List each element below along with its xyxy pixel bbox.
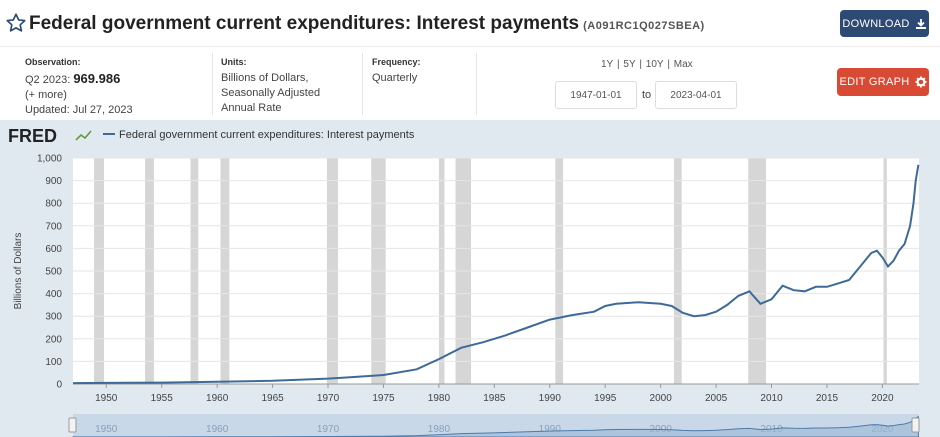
x-tick-label: 1975 (372, 393, 395, 404)
to-label: to (642, 89, 652, 101)
range-1y[interactable]: 1Y (601, 59, 614, 70)
observation-block: Observation: Q2 2023: 969.986 (+ more) U… (25, 55, 133, 118)
x-tick-label: 1990 (539, 393, 562, 404)
gridlines (73, 157, 919, 385)
navigator-handle-right[interactable] (911, 417, 920, 433)
page-header: Federal government current expenditures:… (0, 0, 940, 46)
series-title: Federal government current expenditures:… (29, 13, 580, 34)
navigator-tick-label: 1970 (317, 424, 340, 435)
navigator-handle-left[interactable] (68, 417, 77, 433)
navigator-tick-label: 1950 (95, 424, 118, 435)
units-line2: Seasonally Adjusted (221, 87, 321, 99)
x-tick-label: 1960 (206, 393, 229, 404)
legend-label: Federal government current expenditures:… (119, 129, 415, 141)
range-selector: 1Y | 5Y | 10Y | Max (601, 59, 693, 70)
y-tick-label: 300 (45, 312, 62, 323)
y-tick-label: 400 (45, 289, 62, 300)
fred-logo-text: FRED (8, 126, 57, 146)
more-link[interactable]: (+ more) (25, 89, 67, 101)
y-tick-label: 200 (45, 334, 62, 345)
x-tick-label: 2005 (705, 393, 728, 404)
x-tick-label: 2015 (816, 393, 839, 404)
frequency-block: Frequency: Quarterly (372, 55, 421, 86)
units-block: Units: Billions of Dollars, Seasonally A… (221, 55, 320, 116)
units-label: Units: (221, 57, 247, 67)
series-line (72, 164, 920, 385)
observation-period: Q2 2023: (25, 74, 71, 86)
range-max[interactable]: Max (673, 59, 693, 70)
edit-graph-label: EDIT GRAPH (839, 76, 910, 88)
x-tick-label: 1980 (428, 393, 451, 404)
fred-logo-icon (75, 130, 92, 141)
end-date-input[interactable]: 2023-04-01 (655, 81, 737, 109)
frequency-value: Quarterly (372, 72, 418, 84)
download-icon (915, 18, 926, 29)
y-axis-label: Billions of Dollars (13, 233, 24, 310)
range-5y[interactable]: 5Y (623, 59, 636, 70)
x-tick-label: 2000 (650, 393, 673, 404)
edit-graph-button[interactable]: EDIT GRAPH (837, 68, 929, 96)
x-tick-label: 1950 (95, 393, 118, 404)
units-line1: Billions of Dollars, (221, 72, 309, 84)
y-tick-label: 500 (45, 267, 62, 278)
navigator-tick-label: 1960 (206, 424, 229, 435)
line-chart: FRED Federal government current expendit… (8, 126, 920, 437)
y-tick-label: 0 (56, 380, 62, 391)
divider (476, 53, 477, 115)
x-tick-label: 1985 (483, 393, 506, 404)
navigator-series (72, 415, 919, 437)
gear-icon (915, 76, 927, 88)
y-tick-label: 1,000 (37, 154, 62, 165)
observation-value: 969.986 (73, 71, 121, 86)
navigator-tick-label: 1990 (539, 424, 562, 435)
x-tick-label: 2020 (871, 393, 894, 404)
y-axis: 0 100 200 300 400 500 600 700 800 900 1,000 (37, 154, 62, 391)
divider (212, 53, 213, 115)
x-axis: 1950 1955 1960 1965 1970 1975 1980 1985 1990 1995… (95, 384, 894, 404)
series-id: (A091RC1Q027SBEA) (583, 20, 705, 32)
units-line3: Annual Rate (221, 102, 282, 114)
y-tick-label: 700 (45, 221, 62, 232)
navigator-tick-label: 1980 (428, 424, 451, 435)
y-tick-label: 900 (45, 176, 62, 187)
updated-text: Updated: Jul 27, 2023 (25, 104, 133, 116)
x-tick-label: 2010 (760, 393, 783, 404)
download-button[interactable]: DOWNLOAD (840, 10, 929, 37)
y-tick-label: 800 (45, 199, 62, 210)
series-metadata: Observation: Q2 2023: 969.986 (+ more) U… (0, 46, 940, 120)
frequency-label: Frequency: (372, 57, 421, 67)
x-tick-label: 1965 (261, 393, 284, 404)
x-tick-label: 1955 (151, 393, 174, 404)
y-tick-label: 100 (45, 357, 62, 368)
y-tick-label: 600 (45, 244, 62, 255)
download-label: DOWNLOAD (842, 17, 910, 30)
star-icon[interactable] (5, 12, 27, 34)
divider (362, 53, 363, 115)
chart-area: FRED Federal government current expendit… (0, 120, 940, 437)
observation-label: Observation: (25, 57, 81, 67)
start-date-input[interactable]: 1947-01-01 (555, 81, 637, 109)
range-10y[interactable]: 10Y (645, 59, 664, 70)
fred-logo: FRED (8, 126, 92, 146)
x-tick-label: 1995 (594, 393, 617, 404)
page-title: Federal government current expenditures:… (29, 13, 705, 35)
x-tick-label: 1970 (317, 393, 340, 404)
